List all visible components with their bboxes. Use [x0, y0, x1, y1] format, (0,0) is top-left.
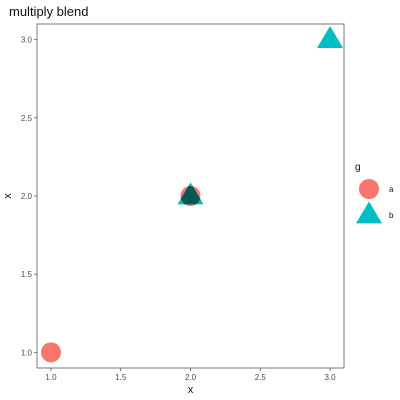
data-points	[40, 25, 344, 363]
x-tick-label: 2.5	[255, 373, 267, 382]
y-tick-label: 2.0	[21, 192, 33, 201]
x-tick-label: 1.0	[45, 373, 57, 382]
y-tick-label: 1.0	[21, 348, 33, 357]
legend-title: g	[355, 162, 361, 173]
data-point-b	[177, 182, 204, 205]
x-axis: 1.0 1.5 2.0 2.5 3.0	[45, 368, 336, 382]
legend-label-a: a	[389, 185, 394, 194]
legend-items: ab	[356, 179, 394, 224]
x-axis-label: x	[188, 384, 194, 396]
legend: g ab	[355, 162, 394, 224]
x-tick-label: 1.5	[115, 373, 127, 382]
x-tick-label: 3.0	[324, 373, 336, 382]
data-point-b	[317, 25, 344, 48]
legend-key-a	[359, 179, 379, 199]
y-axis-label: x	[2, 193, 14, 199]
x-tick-label: 2.0	[185, 373, 197, 382]
y-axis: 1.0 1.5 2.0 2.5 3.0	[21, 36, 37, 357]
y-tick-label: 2.5	[21, 114, 33, 123]
chart-title: multiply blend	[9, 4, 89, 19]
y-tick-label: 3.0	[21, 36, 33, 45]
legend-label-b: b	[389, 211, 394, 220]
data-point-a	[40, 342, 61, 363]
legend-key-b	[356, 201, 382, 224]
y-tick-label: 1.5	[21, 270, 33, 279]
